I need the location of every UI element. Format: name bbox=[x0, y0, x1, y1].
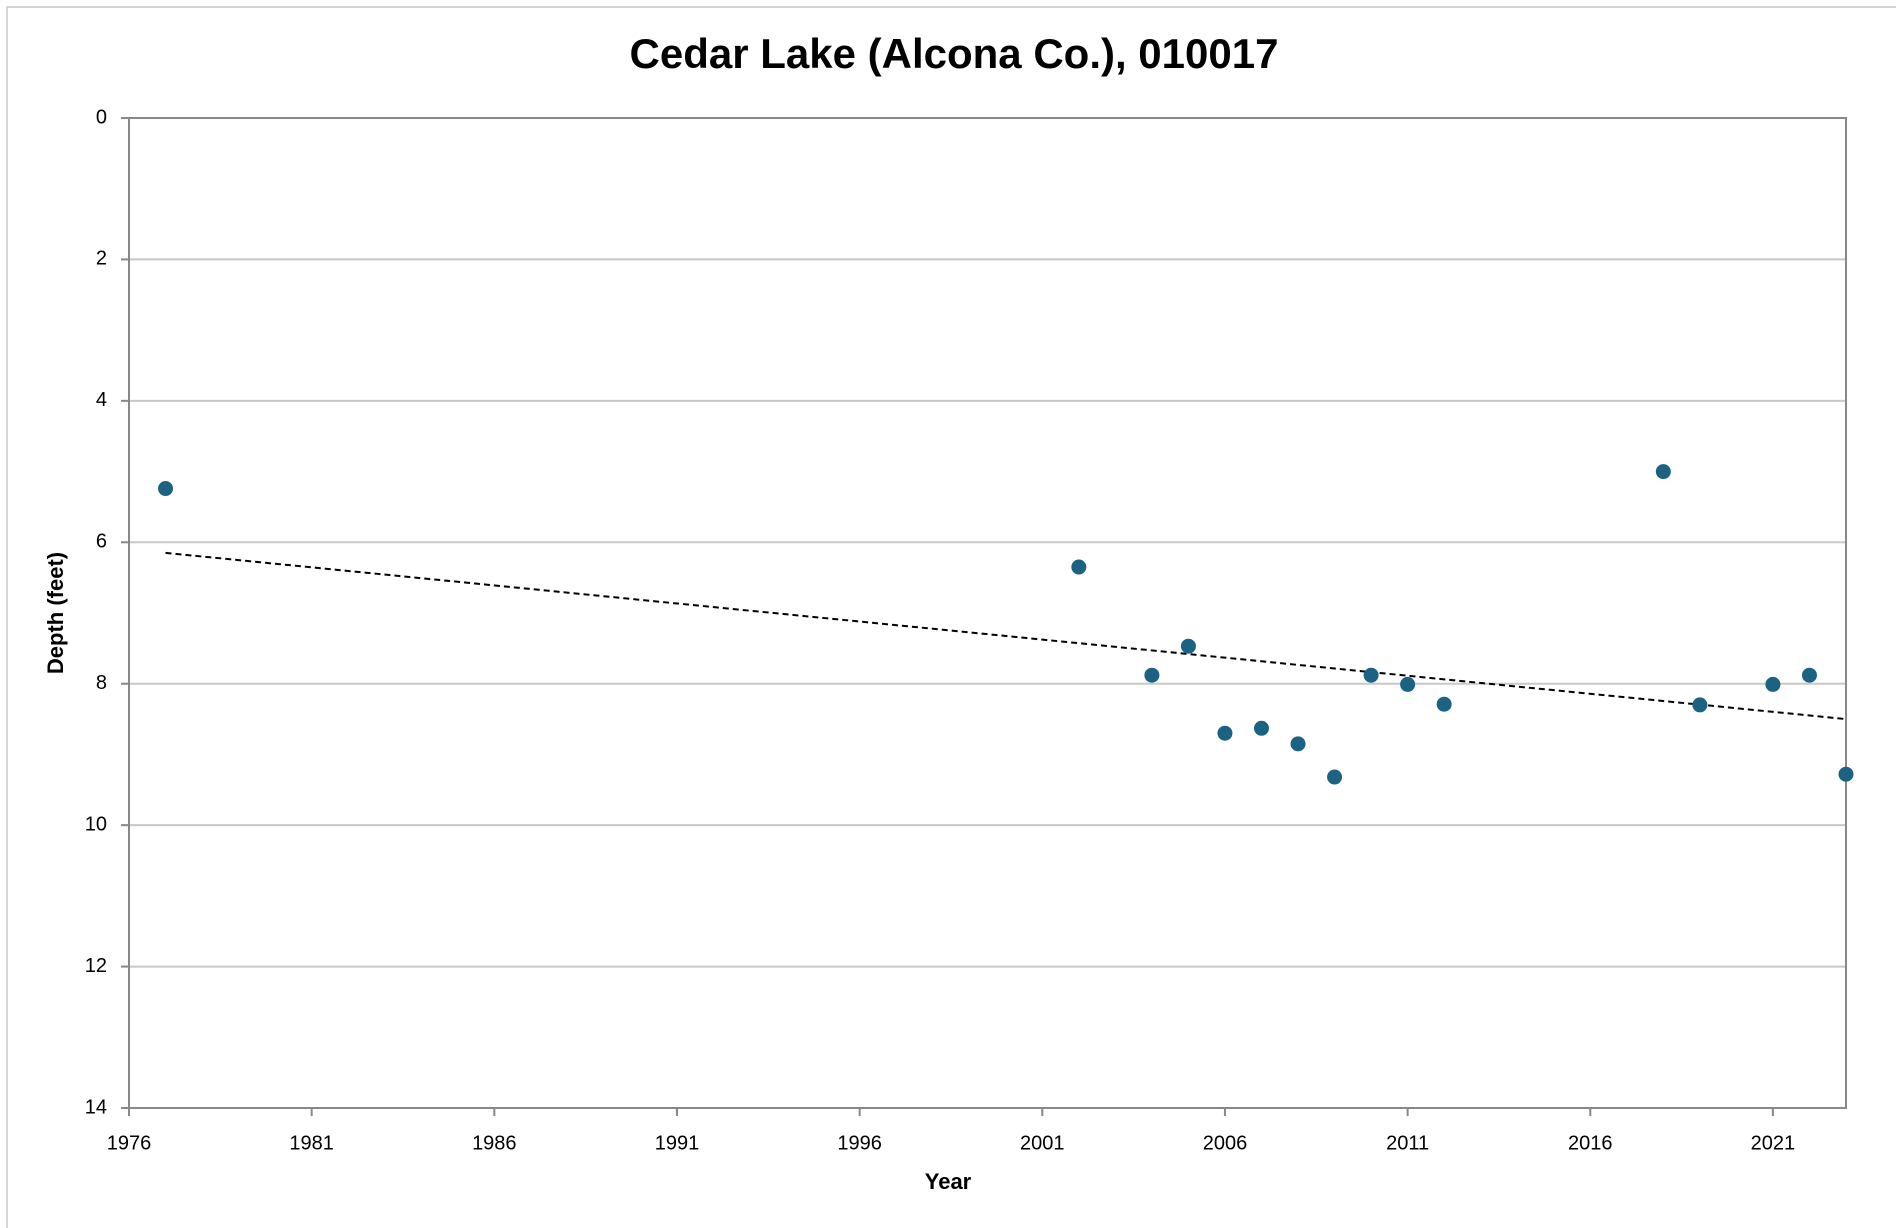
data-point bbox=[1765, 676, 1781, 692]
plot-frame bbox=[128, 117, 1847, 1109]
y-tick-label: 8 bbox=[96, 672, 107, 694]
data-point bbox=[1180, 638, 1196, 654]
y-tick-label: 14 bbox=[85, 1096, 107, 1118]
x-tick-label: 1996 bbox=[837, 1132, 882, 1154]
y-axis-label: Depth (feet) bbox=[43, 552, 68, 674]
x-axis-label: Year bbox=[925, 1169, 972, 1194]
x-tick-label: 2016 bbox=[1568, 1132, 1613, 1154]
data-point bbox=[1692, 697, 1708, 713]
data-point bbox=[158, 481, 174, 497]
x-tick-label: 1976 bbox=[107, 1132, 152, 1154]
x-tick-label: 2011 bbox=[1386, 1132, 1429, 1154]
data-point bbox=[1327, 769, 1343, 785]
data-point bbox=[1436, 696, 1452, 712]
data-point bbox=[1363, 667, 1379, 683]
chart-border bbox=[6, 6, 1896, 1228]
x-tick-label: 2001 bbox=[1020, 1132, 1065, 1154]
y-tick-label: 12 bbox=[85, 955, 107, 977]
data-point bbox=[1290, 736, 1306, 752]
y-tick-label: 6 bbox=[96, 531, 107, 553]
data-point bbox=[1217, 725, 1233, 741]
x-tick-label: 2006 bbox=[1203, 1132, 1248, 1154]
data-point bbox=[1400, 676, 1416, 692]
data-point bbox=[1071, 559, 1087, 575]
data-point bbox=[1144, 667, 1160, 683]
x-tick-label: 2021 bbox=[1751, 1132, 1796, 1154]
chart-title: Cedar Lake (Alcona Co.), 010017 bbox=[630, 30, 1279, 77]
y-tick-label: 0 bbox=[96, 106, 107, 128]
y-tick-label: 4 bbox=[96, 389, 107, 411]
x-tick-label: 1991 bbox=[655, 1132, 700, 1154]
data-point bbox=[1655, 464, 1671, 480]
y-tick-label: 10 bbox=[85, 813, 107, 835]
data-point bbox=[1838, 766, 1854, 782]
data-point bbox=[1253, 720, 1269, 736]
x-tick-label: 1981 bbox=[289, 1132, 334, 1154]
data-point bbox=[1801, 667, 1817, 683]
y-tick-label: 2 bbox=[96, 248, 107, 270]
trendline bbox=[165, 551, 1847, 721]
x-tick-label: 1986 bbox=[472, 1132, 517, 1154]
